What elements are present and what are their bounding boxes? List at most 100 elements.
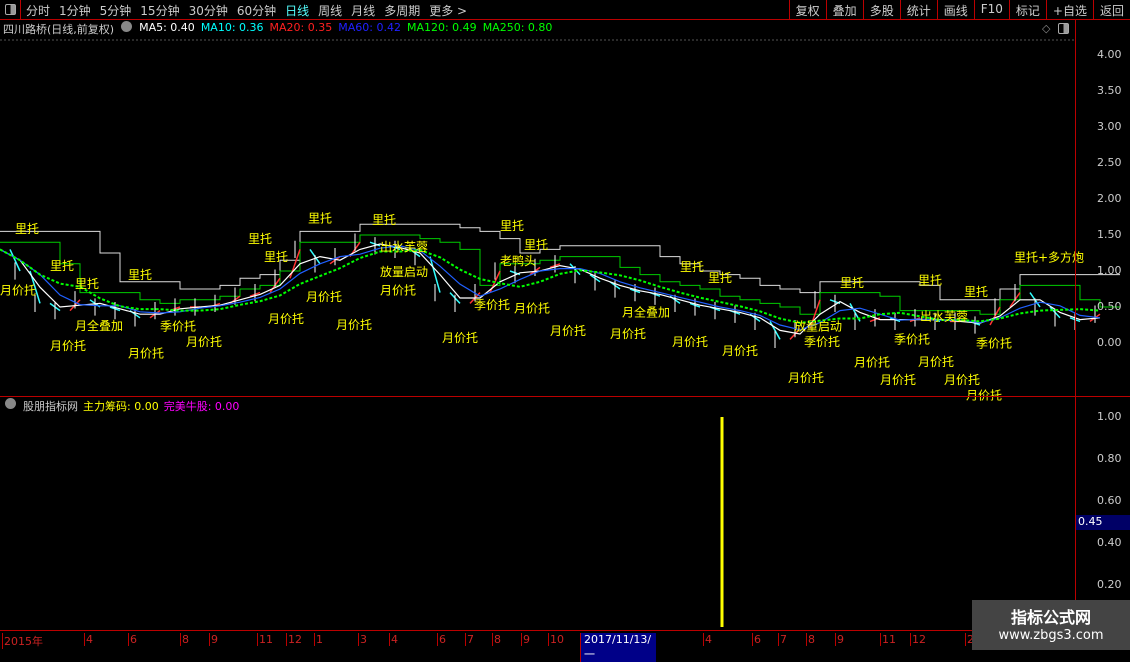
signal-label: 里托: [680, 260, 704, 274]
signal-label: 月价托: [336, 318, 372, 332]
signal-label: 季价托: [474, 298, 510, 312]
toolbar-button-6[interactable]: 标记: [1008, 0, 1046, 20]
signal-label: 月价托: [186, 335, 222, 349]
signal-label: 季价托: [804, 335, 840, 349]
date-tick: 7: [465, 633, 474, 646]
chevron-down-icon[interactable]: [5, 398, 16, 409]
price-segment: [769, 321, 781, 340]
signal-label: 月价托: [788, 371, 824, 385]
price-tick: 3.00: [1097, 120, 1122, 133]
diamond-icon[interactable]: ◇: [1042, 22, 1051, 35]
current-value-marker: 0.45: [1076, 515, 1130, 530]
signal-label: 月全叠加: [75, 318, 123, 333]
signal-label: 月价托: [268, 312, 304, 326]
date-tick: 11: [257, 633, 273, 646]
date-tick: 12: [910, 633, 926, 646]
date-tick: 6: [752, 633, 761, 646]
panel-toggle-button[interactable]: [0, 0, 21, 20]
panel-icon: [5, 4, 16, 15]
signal-label: 放量启动: [380, 264, 428, 279]
signal-label: 里托+多方炮: [1014, 250, 1084, 265]
date-tick: 3: [358, 633, 367, 646]
signal-label: 季价托: [976, 336, 1012, 350]
price-tick: 2.00: [1097, 192, 1122, 205]
signal-label: 月价托: [514, 302, 550, 316]
period-tab-1[interactable]: 1分钟: [59, 4, 91, 18]
signal-label: 月价托: [442, 331, 478, 345]
signal-label: 月全叠加: [622, 304, 670, 319]
signal-label: 里托: [524, 238, 548, 252]
date-tick: 2: [965, 633, 974, 646]
toolbar-button-7[interactable]: +自选: [1045, 0, 1093, 20]
ma-value-3: MA60: 0.42: [338, 21, 401, 34]
period-tab-4[interactable]: 30分钟: [188, 4, 228, 18]
price-tick: 1.50: [1097, 228, 1122, 241]
signal-label: 里托: [708, 271, 732, 285]
ma-value-5: MA250: 0.80: [482, 21, 553, 34]
period-tab-9[interactable]: 多周期: [384, 4, 421, 18]
date-tick: 9: [209, 633, 218, 646]
date-tick: 2015年: [2, 633, 43, 649]
signal-label: 里托: [918, 274, 942, 288]
toolbar-button-8[interactable]: 返回: [1092, 0, 1130, 20]
signal-label: 月价托: [722, 344, 758, 358]
period-tab-5[interactable]: 60分钟: [236, 4, 277, 18]
toolbar-button-2[interactable]: 多股: [862, 0, 900, 20]
signal-label: 月价托: [0, 284, 36, 298]
signal-label: 里托: [248, 232, 272, 246]
date-tick: 10: [548, 633, 564, 646]
signal-label: 里托: [75, 277, 99, 291]
toolbar-button-5[interactable]: F10: [973, 0, 1009, 20]
price-segment: [989, 306, 1001, 326]
period-tab-0[interactable]: 分时: [26, 4, 51, 18]
chevron-down-icon[interactable]: [121, 21, 133, 32]
date-tick: 9: [835, 633, 844, 646]
watermark: 指标公式网 www.zbgs3.com: [972, 600, 1130, 650]
signal-label: 月价托: [918, 355, 954, 369]
price-segment: [429, 256, 441, 293]
period-tab-2[interactable]: 5分钟: [99, 4, 132, 18]
date-tick: 9: [521, 633, 530, 646]
ma-legend: MA5: 0.40 MA10: 0.36 MA20: 0.35 MA60: 0.42 M…: [139, 21, 552, 37]
ma120-line: [0, 248, 1101, 324]
indicator-tick: 0.60: [1097, 494, 1122, 507]
signal-label: 月价托: [306, 290, 342, 304]
price-tick: 4.00: [1097, 48, 1122, 61]
signal-label: 老鸭头: [500, 254, 536, 268]
period-tab-8[interactable]: 月线: [351, 4, 376, 18]
ma-value-0: MA5: 0.40: [139, 21, 195, 34]
indicator-tick: 0.80: [1097, 452, 1122, 465]
support-step-line: [0, 234, 1120, 315]
date-tick: 2017/11/13/一: [580, 633, 656, 662]
date-tick: 7: [778, 633, 787, 646]
period-tab-6[interactable]: 日线: [285, 4, 310, 18]
indicator-tick: 0.20: [1097, 578, 1122, 591]
date-tick: 8: [180, 633, 189, 646]
period-tab-3[interactable]: 15分钟: [140, 4, 180, 18]
signal-label: 里托: [840, 276, 864, 290]
period-tab-7[interactable]: 周线: [318, 4, 343, 18]
signal-label: 月价托: [50, 339, 86, 353]
ma-value-4: MA120: 0.49: [406, 21, 477, 34]
toolbar-button-1[interactable]: 叠加: [825, 0, 863, 20]
indicator-value-1: 完美牛股: 0.00: [163, 400, 240, 413]
toolbar-button-4[interactable]: 画线: [936, 0, 974, 20]
toolbar-button-3[interactable]: 统计: [899, 0, 937, 20]
signal-label: 月价托: [610, 327, 646, 341]
price-axis-line: [1075, 20, 1076, 630]
date-tick: 11: [880, 633, 896, 646]
toolbar-button-0[interactable]: 复权: [788, 0, 826, 20]
signal-label: 里托: [264, 250, 288, 264]
signal-label: 里托: [50, 259, 74, 273]
price-tick: 3.50: [1097, 84, 1122, 97]
indicator-value-0: 主力筹码: 0.00: [83, 400, 159, 413]
signal-label: 里托: [15, 222, 39, 236]
period-tab-10[interactable]: 更多 >: [429, 4, 468, 18]
price-tick: 0.50: [1097, 300, 1122, 313]
signal-label: 里托: [964, 285, 988, 299]
ma-value-2: MA20: 0.35: [269, 21, 333, 34]
pane-separator: [0, 396, 1130, 397]
date-tick: 6: [128, 633, 137, 646]
panel-icon[interactable]: [1058, 23, 1069, 34]
